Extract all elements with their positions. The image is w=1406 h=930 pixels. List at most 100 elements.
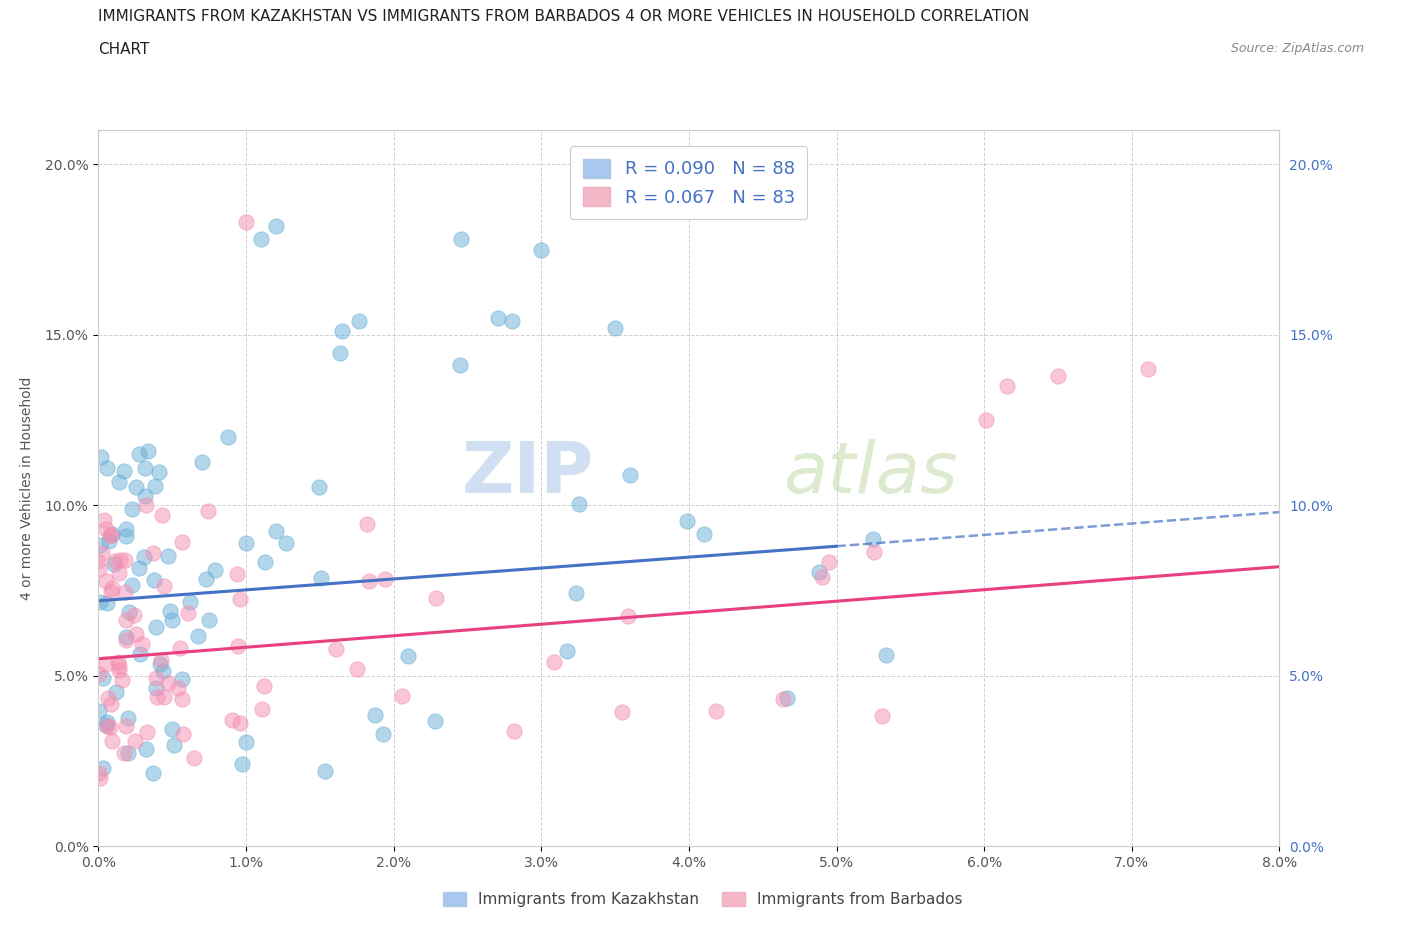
Point xyxy=(115,632,138,647)
Point xyxy=(96,719,118,734)
Point xyxy=(98,720,121,735)
Point xyxy=(619,467,641,482)
Point xyxy=(97,690,120,705)
Point xyxy=(98,534,121,549)
Point xyxy=(810,570,832,585)
Point xyxy=(89,770,111,785)
Point xyxy=(170,671,193,686)
Point xyxy=(100,528,122,543)
Point xyxy=(143,572,166,587)
Point xyxy=(150,508,173,523)
Text: atlas: atlas xyxy=(783,440,957,509)
Point xyxy=(169,641,191,656)
Point xyxy=(530,242,553,257)
Point xyxy=(114,630,136,644)
Point xyxy=(364,708,387,723)
Point xyxy=(112,745,135,760)
Point xyxy=(543,655,565,670)
Point xyxy=(221,712,243,727)
Point xyxy=(974,413,997,428)
Point xyxy=(160,612,183,627)
Point xyxy=(94,574,117,589)
Text: ZIP: ZIP xyxy=(463,440,595,509)
Point xyxy=(501,313,523,328)
Point xyxy=(235,215,257,230)
Point xyxy=(229,591,252,606)
Point xyxy=(96,595,118,610)
Point xyxy=(172,692,194,707)
Point xyxy=(134,489,156,504)
Point xyxy=(108,658,131,673)
Point xyxy=(89,561,111,576)
Point xyxy=(128,561,150,576)
Point xyxy=(148,464,170,479)
Point xyxy=(111,672,134,687)
Point xyxy=(159,604,181,618)
Point xyxy=(264,219,287,233)
Point xyxy=(135,724,157,739)
Point xyxy=(152,689,174,704)
Point xyxy=(610,705,633,720)
Point xyxy=(121,501,143,516)
Point xyxy=(124,733,146,748)
Point xyxy=(94,657,117,671)
Point xyxy=(94,522,117,537)
Point xyxy=(142,765,165,780)
Point xyxy=(89,595,111,610)
Point xyxy=(115,612,138,627)
Text: Source: ZipAtlas.com: Source: ZipAtlas.com xyxy=(1230,42,1364,55)
Point xyxy=(692,526,714,541)
Point xyxy=(449,358,471,373)
Point xyxy=(89,538,111,552)
Point xyxy=(314,764,336,778)
Point xyxy=(115,528,138,543)
Point xyxy=(557,644,579,658)
Point xyxy=(605,321,627,336)
Point xyxy=(117,746,139,761)
Point xyxy=(423,713,446,728)
Point xyxy=(131,636,153,651)
Point xyxy=(450,232,472,246)
Point xyxy=(118,605,141,620)
Point xyxy=(194,571,217,586)
Point xyxy=(138,444,160,458)
Point xyxy=(396,648,419,663)
Point xyxy=(160,722,183,737)
Point xyxy=(101,580,124,595)
Point xyxy=(325,642,347,657)
Point xyxy=(235,734,257,749)
Point xyxy=(349,313,371,328)
Point xyxy=(163,737,186,752)
Point xyxy=(177,606,200,621)
Point xyxy=(149,656,172,671)
Point xyxy=(87,553,110,568)
Point xyxy=(502,724,524,738)
Point xyxy=(862,531,884,546)
Text: IMMIGRANTS FROM KAZAKHSTAN VS IMMIGRANTS FROM BARBADOS 4 OR MORE VEHICLES IN HOU: IMMIGRANTS FROM KAZAKHSTAN VS IMMIGRANTS… xyxy=(98,9,1029,24)
Point xyxy=(486,311,509,325)
Point xyxy=(114,584,136,599)
Point xyxy=(103,557,125,572)
Point xyxy=(115,719,138,734)
Point xyxy=(166,681,188,696)
Point xyxy=(96,460,118,475)
Point xyxy=(204,563,226,578)
Point xyxy=(146,690,169,705)
Point xyxy=(145,479,167,494)
Point xyxy=(114,553,136,568)
Point xyxy=(191,455,214,470)
Point xyxy=(197,504,219,519)
Point xyxy=(217,430,239,445)
Point xyxy=(101,734,124,749)
Point xyxy=(89,667,111,682)
Point xyxy=(253,678,276,693)
Point xyxy=(862,545,884,560)
Point xyxy=(425,591,447,605)
Point xyxy=(309,571,332,586)
Point xyxy=(90,449,112,464)
Legend: R = 0.090   N = 88, R = 0.067   N = 83: R = 0.090 N = 88, R = 0.067 N = 83 xyxy=(571,146,807,219)
Point xyxy=(391,688,413,703)
Point xyxy=(254,554,277,569)
Point xyxy=(870,709,893,724)
Point xyxy=(374,571,396,586)
